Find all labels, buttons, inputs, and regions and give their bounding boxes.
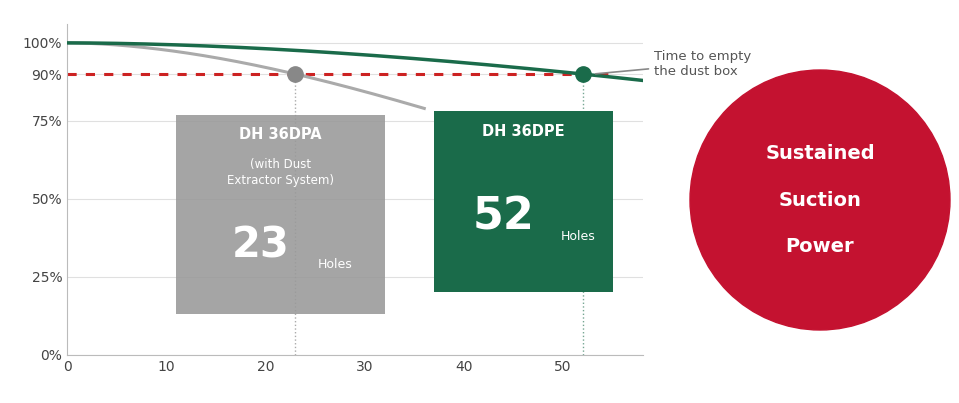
Text: Time to empty
the dust box: Time to empty the dust box bbox=[596, 50, 751, 78]
Text: Suction: Suction bbox=[779, 191, 861, 210]
Text: 23: 23 bbox=[232, 224, 290, 266]
FancyBboxPatch shape bbox=[434, 112, 613, 292]
Text: Sustained: Sustained bbox=[765, 144, 875, 163]
Text: (with Dust
Extractor System): (with Dust Extractor System) bbox=[227, 158, 334, 187]
Text: DH 36DPE: DH 36DPE bbox=[482, 124, 565, 139]
Text: Power: Power bbox=[785, 237, 854, 256]
FancyBboxPatch shape bbox=[176, 114, 385, 314]
Text: DH 36DPA: DH 36DPA bbox=[239, 127, 321, 142]
Text: Holes: Holes bbox=[317, 258, 352, 271]
Text: 52: 52 bbox=[473, 196, 534, 239]
Text: Holes: Holes bbox=[561, 230, 596, 243]
